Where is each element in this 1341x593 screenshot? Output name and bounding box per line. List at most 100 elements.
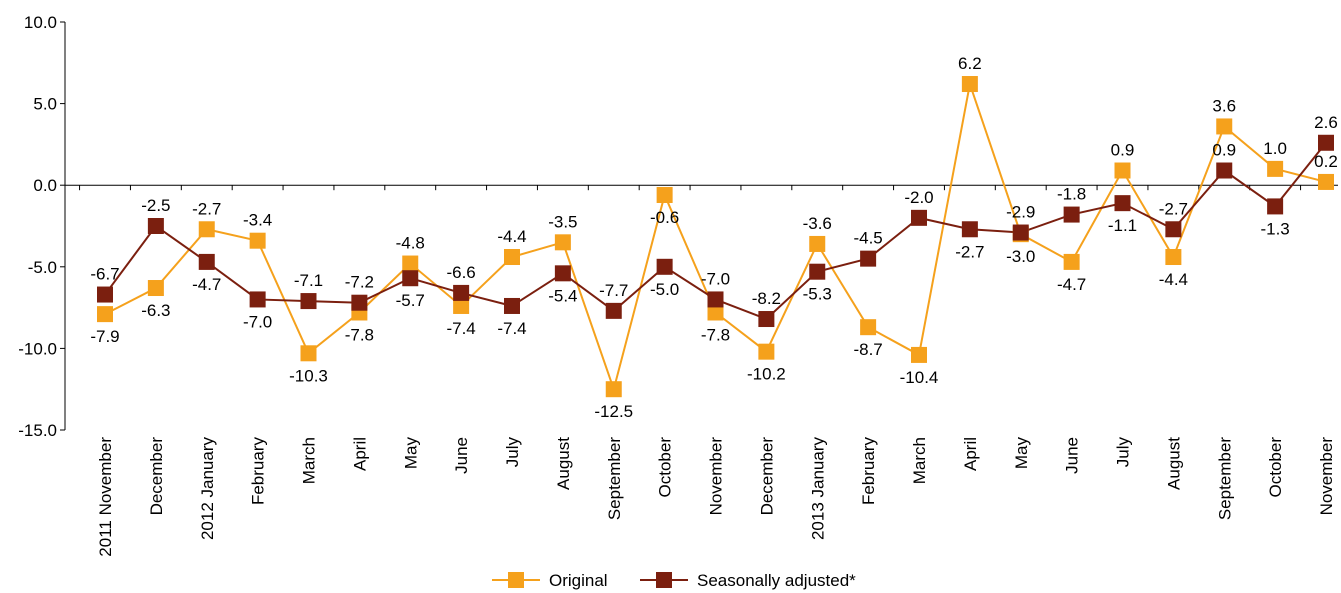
seasonally-adjusted-point bbox=[504, 297, 520, 314]
seasonally-adjusted-data-label: -7.7 bbox=[599, 281, 628, 300]
x-tick-label: June bbox=[452, 437, 471, 474]
seasonally-adjusted-point bbox=[1165, 221, 1182, 238]
legend-original-label: Original bbox=[549, 571, 608, 590]
original-point bbox=[707, 304, 724, 321]
seasonally-adjusted-data-label: -4.7 bbox=[192, 275, 221, 294]
seasonally-adjusted-data-label: -1.3 bbox=[1260, 219, 1289, 238]
original-data-label: -4.8 bbox=[396, 234, 425, 253]
original-data-label: -8.7 bbox=[853, 340, 882, 359]
original-data-label: -4.7 bbox=[1057, 275, 1086, 294]
x-tick-label: February bbox=[249, 437, 268, 506]
seasonally-adjusted-point bbox=[300, 293, 317, 310]
seasonally-adjusted-point bbox=[1267, 198, 1284, 215]
seasonally-adjusted-point bbox=[554, 265, 571, 282]
x-tick-label: April bbox=[350, 437, 369, 471]
seasonally-adjusted-point bbox=[147, 218, 164, 234]
original-point bbox=[1114, 162, 1131, 179]
seasonally-adjusted-data-label: -1.1 bbox=[1108, 216, 1137, 235]
original-point bbox=[300, 345, 317, 362]
original-data-label: -4.4 bbox=[497, 227, 526, 246]
seasonally-adjusted-point bbox=[1318, 134, 1334, 151]
x-tick-label: 2011 November bbox=[96, 437, 115, 557]
original-data-label: -7.9 bbox=[90, 327, 119, 346]
original-point bbox=[758, 343, 775, 360]
seasonally-adjusted-point bbox=[97, 286, 113, 303]
original-point bbox=[97, 306, 113, 323]
x-tick-label: June bbox=[1063, 437, 1082, 474]
original-point bbox=[198, 221, 215, 238]
y-tick-label: -10.0 bbox=[18, 339, 57, 358]
seasonally-adjusted-data-label: -2.9 bbox=[1006, 203, 1035, 222]
y-tick-label: 0.0 bbox=[33, 176, 57, 195]
seasonally-adjusted-point bbox=[351, 294, 368, 311]
original-data-label: -6.3 bbox=[141, 301, 170, 320]
seasonally-adjusted-data-label: 2.6 bbox=[1314, 113, 1338, 132]
seasonally-adjusted-point bbox=[758, 311, 775, 328]
seasonally-adjusted-point bbox=[249, 291, 266, 308]
x-tick-label: September bbox=[605, 437, 624, 520]
seasonally-adjusted-data-label: -8.2 bbox=[752, 289, 781, 308]
seasonally-adjusted-data-label: -2.7 bbox=[1159, 199, 1188, 218]
x-tick-label: February bbox=[859, 437, 878, 506]
seasonally-adjusted-point bbox=[402, 270, 419, 287]
seasonally-adjusted-data-label: -2.0 bbox=[904, 188, 933, 207]
x-tick-label: 2012 January bbox=[198, 437, 217, 541]
x-tick-label: December bbox=[147, 437, 166, 516]
seasonally-adjusted-point bbox=[656, 258, 673, 275]
seasonally-adjusted-data-label: -6.7 bbox=[90, 265, 119, 284]
x-tick-label: 2013 January bbox=[808, 437, 827, 541]
y-tick-label: -15.0 bbox=[18, 421, 57, 440]
seasonally-adjusted-point bbox=[453, 284, 470, 301]
original-point bbox=[605, 381, 622, 398]
original-point bbox=[147, 280, 164, 297]
x-tick-label: November bbox=[707, 437, 726, 516]
x-tick-label: March bbox=[910, 437, 929, 484]
original-data-label: -10.4 bbox=[900, 368, 939, 387]
original-point bbox=[554, 234, 571, 251]
y-tick-label: -5.0 bbox=[28, 258, 57, 277]
seasonally-adjusted-point bbox=[1216, 162, 1233, 179]
original-data-label: -7.8 bbox=[701, 325, 730, 344]
x-tick-label: May bbox=[401, 437, 420, 470]
seasonally-adjusted-data-label: -7.1 bbox=[294, 271, 323, 290]
original-point bbox=[453, 297, 470, 314]
seasonally-adjusted-point bbox=[911, 209, 927, 226]
original-data-label: -3.5 bbox=[548, 212, 577, 231]
seasonally-adjusted-data-label: -7.0 bbox=[701, 269, 730, 288]
seasonally-adjusted-data-label: -1.8 bbox=[1057, 185, 1086, 204]
original-point bbox=[809, 235, 826, 252]
x-tick-label: April bbox=[961, 437, 980, 471]
x-tick-label: August bbox=[554, 437, 573, 490]
original-point bbox=[402, 255, 419, 272]
legend-seasonally-adjusted-marker bbox=[656, 572, 672, 588]
original-data-label: 1.0 bbox=[1263, 139, 1287, 158]
seasonally-adjusted-data-label: -5.7 bbox=[396, 291, 425, 310]
seasonally-adjusted-data-label: -5.4 bbox=[548, 286, 577, 305]
original-data-label: 3.6 bbox=[1212, 96, 1236, 115]
original-point bbox=[1267, 160, 1284, 177]
seasonally-adjusted-data-label: -5.0 bbox=[650, 280, 679, 299]
original-data-label: -3.6 bbox=[803, 214, 832, 233]
seasonally-adjusted-data-label: -5.3 bbox=[803, 285, 832, 304]
seasonally-adjusted-data-label: -7.0 bbox=[243, 312, 272, 331]
seasonally-adjusted-point bbox=[1063, 206, 1080, 223]
seasonally-adjusted-point bbox=[707, 291, 724, 308]
seasonally-adjusted-point bbox=[961, 221, 978, 238]
original-point bbox=[1063, 253, 1080, 270]
original-data-label: 6.2 bbox=[958, 54, 982, 73]
x-tick-label: July bbox=[503, 437, 522, 468]
seasonally-adjusted-data-label: -2.5 bbox=[141, 196, 170, 215]
seasonally-adjusted-data-label: -2.7 bbox=[955, 242, 984, 261]
seasonally-adjusted-point bbox=[860, 250, 877, 267]
original-data-label: -10.2 bbox=[747, 365, 786, 384]
legend-seasonally-adjusted-label: Seasonally adjusted* bbox=[697, 571, 856, 590]
original-point bbox=[1216, 118, 1233, 135]
x-tick-label: September bbox=[1215, 437, 1234, 520]
seasonally-adjusted-data-label: -7.4 bbox=[497, 319, 526, 338]
y-tick-label: 5.0 bbox=[33, 95, 57, 114]
seasonally-adjusted-point bbox=[1114, 195, 1131, 212]
x-tick-label: May bbox=[1012, 437, 1031, 470]
seasonally-adjusted-data-label: -6.6 bbox=[446, 263, 475, 282]
original-data-label: -7.4 bbox=[446, 319, 475, 338]
